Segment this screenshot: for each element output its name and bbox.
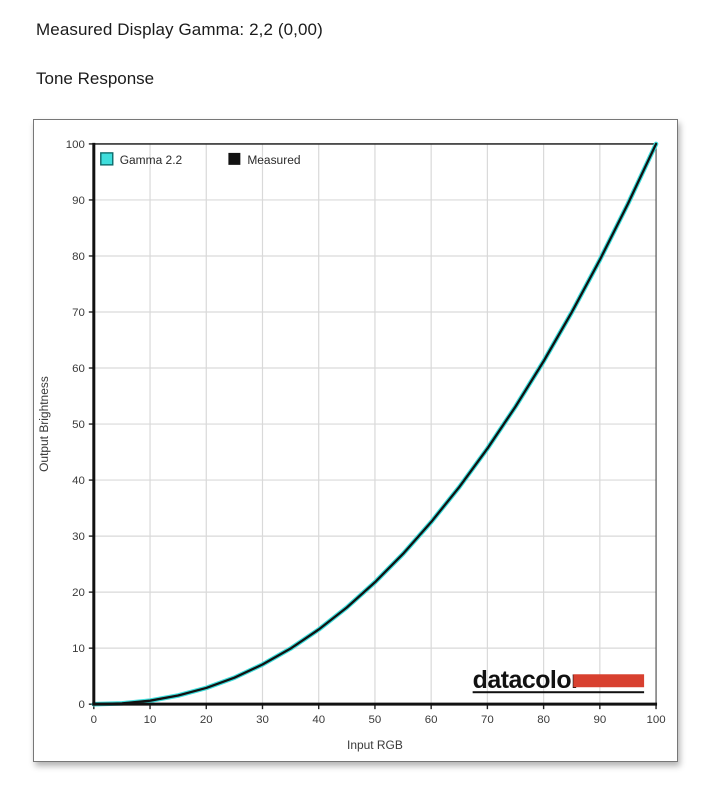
svg-text:100: 100 <box>66 139 85 151</box>
datacolor-logo-underline <box>472 691 645 694</box>
legend-label-gamma: Gamma 2.2 <box>120 153 183 167</box>
svg-text:20: 20 <box>200 714 213 726</box>
svg-text:30: 30 <box>72 531 85 543</box>
axes <box>92 142 658 706</box>
svg-text:20: 20 <box>72 587 85 599</box>
plot-border <box>93 143 657 705</box>
svg-text:80: 80 <box>537 714 550 726</box>
svg-text:60: 60 <box>425 714 438 726</box>
tone-response-subtitle: Tone Response <box>36 69 155 88</box>
svg-text:70: 70 <box>72 307 85 319</box>
svg-text:0: 0 <box>78 699 84 711</box>
legend-label-measured: Measured <box>247 153 300 167</box>
legend: Gamma 2.2 Measured <box>100 152 300 167</box>
chart-canvas: 0 10 20 30 40 50 60 70 80 90 100 0 10 20 30 40 50 60 70 80 9… <box>37 139 666 752</box>
svg-text:30: 30 <box>256 714 269 726</box>
datacolor-logo: datacolor <box>472 666 645 694</box>
tick-marks <box>88 143 657 710</box>
tick-labels: 0 10 20 30 40 50 60 70 80 90 100 0 10 20 30 40 50 60 70 80 9… <box>66 139 666 726</box>
x-axis-title: Input RGB <box>347 738 403 752</box>
svg-text:80: 80 <box>72 251 85 263</box>
svg-text:50: 50 <box>72 419 85 431</box>
svg-text:10: 10 <box>144 714 157 726</box>
measured-line <box>92 142 658 706</box>
datacolor-logo-text: datacolor <box>473 666 581 694</box>
svg-text:70: 70 <box>481 714 494 726</box>
legend-swatch-measured <box>228 152 241 165</box>
tone-response-chart: 0 10 20 30 40 50 60 70 80 90 100 0 10 20 30 40 50 60 70 80 9… <box>33 119 678 762</box>
svg-text:10: 10 <box>72 643 85 655</box>
svg-text:0: 0 <box>91 714 97 726</box>
svg-text:40: 40 <box>312 714 325 726</box>
svg-text:40: 40 <box>72 475 85 487</box>
svg-text:50: 50 <box>369 714 382 726</box>
legend-swatch-gamma <box>100 152 114 166</box>
svg-text:100: 100 <box>647 714 666 726</box>
measured-gamma-title: Measured Display Gamma: 2,2 (0,00) <box>36 20 323 39</box>
svg-text:90: 90 <box>72 195 85 207</box>
y-axis-title: Output Brightness <box>37 376 51 472</box>
gridlines <box>93 143 657 705</box>
datacolor-logo-bar <box>573 674 645 688</box>
svg-text:60: 60 <box>72 363 85 375</box>
svg-text:90: 90 <box>593 714 606 726</box>
